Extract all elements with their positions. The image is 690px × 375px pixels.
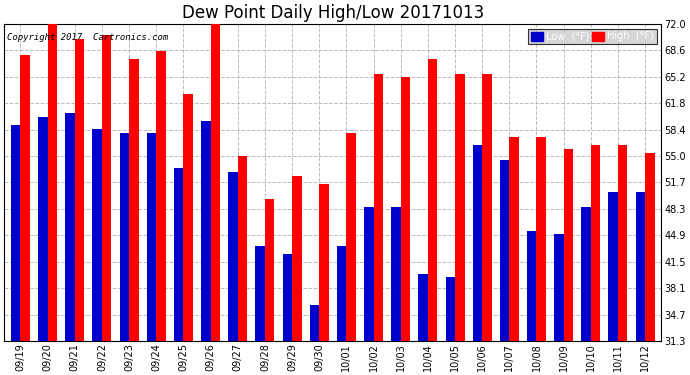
Bar (455, 75, 464, 342)
Bar (482, 75, 492, 342)
Legend: Low  (°F), High  (°F): Low (°F), High (°F) (529, 28, 657, 44)
Bar (581, 207, 591, 342)
Bar (373, 75, 383, 342)
Bar (92, 129, 102, 342)
Bar (554, 234, 564, 342)
Bar (446, 278, 455, 342)
Bar (21, 55, 30, 342)
Bar (102, 35, 112, 342)
Bar (364, 207, 373, 342)
Bar (473, 145, 482, 342)
Bar (609, 192, 618, 342)
Bar (201, 121, 210, 342)
Bar (255, 246, 265, 342)
Bar (129, 59, 139, 342)
Bar (228, 172, 238, 342)
Bar (265, 200, 275, 342)
Bar (337, 246, 346, 342)
Bar (156, 51, 166, 342)
Bar (618, 145, 627, 342)
Bar (75, 39, 84, 342)
Bar (184, 94, 193, 342)
Bar (48, 20, 57, 342)
Bar (527, 231, 537, 342)
Bar (319, 184, 328, 342)
Bar (66, 114, 75, 342)
Bar (401, 77, 410, 342)
Bar (428, 59, 437, 342)
Bar (391, 207, 401, 342)
Bar (238, 156, 247, 342)
Text: Copyright 2017  Cartronics.com: Copyright 2017 Cartronics.com (8, 33, 168, 42)
Bar (147, 133, 156, 342)
Bar (292, 176, 302, 342)
Bar (11, 125, 21, 342)
Bar (346, 133, 356, 342)
Bar (564, 148, 573, 342)
Bar (591, 145, 600, 342)
Bar (645, 153, 655, 342)
Bar (509, 137, 519, 342)
Bar (119, 133, 129, 342)
Bar (210, 24, 220, 342)
Bar (310, 305, 319, 342)
Bar (500, 160, 509, 342)
Bar (537, 137, 546, 342)
Bar (635, 192, 645, 342)
Bar (282, 254, 292, 342)
Bar (418, 273, 428, 342)
Title: Dew Point Daily High/Low 20171013: Dew Point Daily High/Low 20171013 (181, 4, 484, 22)
Bar (174, 168, 184, 342)
Bar (38, 117, 48, 342)
